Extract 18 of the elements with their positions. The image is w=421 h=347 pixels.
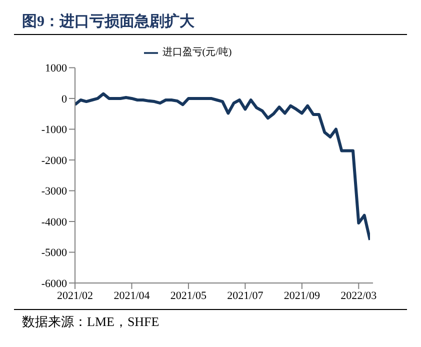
y-tick-label: 1000 (45, 62, 68, 75)
y-tick-label: -2000 (41, 154, 68, 167)
x-tick-label: 2021/09 (284, 290, 320, 302)
x-tick-label: 2021/05 (170, 290, 207, 302)
y-tick-label: -6000 (41, 278, 68, 290)
x-tick-label: 2021/04 (114, 290, 150, 302)
y-tick-label: -5000 (41, 247, 68, 260)
source-note: 数据来源：LME，SHFE (22, 313, 160, 331)
x-tick-label: 2021/07 (227, 290, 264, 302)
x-tick-label: 2021/02 (56, 290, 94, 302)
x-tick-label: 2022/03 (340, 290, 378, 302)
y-tick-label: -3000 (41, 186, 68, 198)
legend-label: 进口盈亏(元/吨) (162, 47, 232, 58)
line-series (75, 92, 370, 242)
y-tick-label: 0 (62, 93, 68, 106)
y-tick-label: -1000 (41, 124, 68, 136)
y-tick-label: -4000 (41, 216, 68, 228)
chart-title: 图9：进口亏损面急剧扩大 (14, 8, 407, 35)
